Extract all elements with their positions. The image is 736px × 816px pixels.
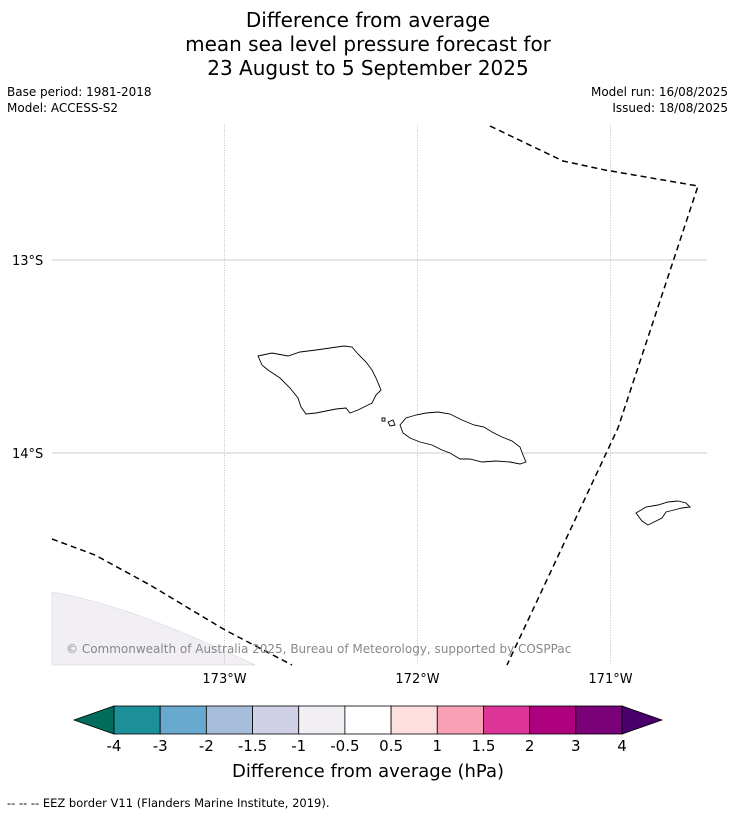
colorbar-cell [159,705,207,735]
colorbar-cell [113,705,161,735]
colorbar-tick-label: 2 [525,737,535,755]
map-panel: 13°S 14°S 173°W 172°W 171°W © Commonweal… [12,125,707,687]
colorbar-tick-label: 1 [432,737,442,755]
colorbar-extend-high [621,705,664,735]
colorbar-tick-labels: -4 -3 -2 -1.5 -1 -0.5 0.5 1 1.5 2 3 4 [107,737,627,755]
base-period: Base period: 1981-2018 [7,85,152,99]
islands [257,345,691,526]
colorbar-tick-label: -1.5 [238,737,267,755]
colorbar-cell [252,705,300,735]
colorbar-cell [436,705,484,735]
island-apolima [381,417,386,422]
colorbar-tick-label: -4 [107,737,122,755]
colorbar-cell [298,705,346,735]
colorbar-cell [529,705,577,735]
issued-date: Issued: 18/08/2025 [612,101,728,115]
title-line-2: mean sea level pressure forecast for [185,32,551,56]
model-name: Model: ACCESS-S2 [7,101,119,115]
colorbar-tick-label: 3 [571,737,581,755]
eez-border-west [51,538,293,666]
copyright-notice: © Commonwealth of Australia 2025, Bureau… [66,642,571,656]
eez-borders [51,125,699,666]
colorbar-tick-label: -3 [153,737,168,755]
axis-labels: 13°S 14°S 173°W 172°W 171°W [12,254,633,687]
map-title: Difference from average mean sea level p… [0,8,736,80]
lat-label-14s: 14°S [12,447,43,462]
colorbar-cell [575,705,623,735]
lon-label-171w: 171°W [588,672,632,687]
lat-label-13s: 13°S [12,254,43,269]
eez-legend-note: -- -- -- EEZ border V11 (Flanders Marine… [7,796,330,810]
colorbar-tick-label: -0.5 [330,737,359,755]
colorbar-cells [72,705,664,735]
colorbar-extend-low [72,705,115,735]
colorbar-tick-label: -1 [291,737,306,755]
island-savaii [257,345,382,415]
graticule [52,125,707,665]
colorbar-cell [390,705,438,735]
colorbar-tick-label: -2 [199,737,214,755]
colorbar-tick-label: 1.5 [472,737,496,755]
eez-border-samoa [489,125,699,666]
colorbar-cell [483,705,531,735]
colorbar-cell [205,705,253,735]
title-line-1: Difference from average [245,8,491,32]
island-upolu [399,411,527,465]
colorbar-tick-label: 0.5 [379,737,403,755]
anomaly-shading [51,591,256,666]
colorbar-cell [344,705,392,735]
island-manono [387,419,396,427]
colorbar-label: Difference from average (hPa) [231,761,505,782]
model-run: Model run: 16/08/2025 [590,85,728,99]
colorbar: -4 -3 -2 -1.5 -1 -0.5 0.5 1 1.5 2 3 4 [72,705,664,755]
meta-left: Base period: 1981-2018 Model: ACCESS-S2 [7,84,152,116]
island-tutuila [635,500,691,526]
meta-right: Model run: 16/08/2025 Issued: 18/08/2025 [591,84,728,116]
lon-label-172w: 172°W [395,672,439,687]
lon-label-173w: 173°W [202,672,246,687]
title-line-3: 23 August to 5 September 2025 [207,56,529,80]
colorbar-tick-label: 4 [617,737,627,755]
